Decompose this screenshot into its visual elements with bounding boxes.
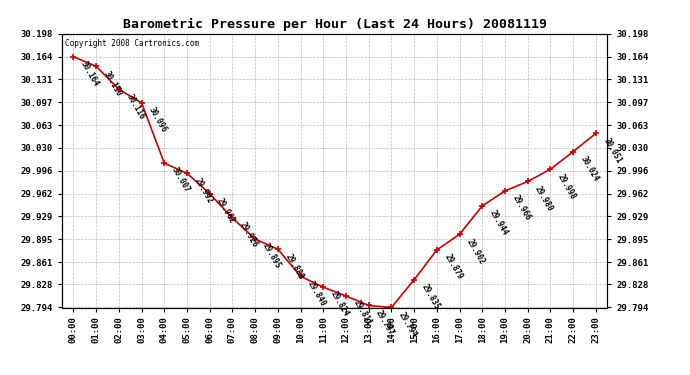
Text: 29.980: 29.980 (533, 184, 555, 213)
Text: 29.902: 29.902 (465, 237, 486, 266)
Title: Barometric Pressure per Hour (Last 24 Hours) 20081119: Barometric Pressure per Hour (Last 24 Ho… (123, 18, 546, 31)
Text: 29.797: 29.797 (374, 308, 396, 337)
Text: 29.880: 29.880 (284, 252, 305, 280)
Text: 29.944: 29.944 (488, 209, 509, 237)
Text: 30.164: 30.164 (79, 60, 101, 88)
Text: 29.926: 29.926 (238, 221, 259, 249)
Text: 29.962: 29.962 (215, 196, 237, 225)
Text: 30.150: 30.150 (101, 69, 124, 98)
Text: 29.895: 29.895 (261, 242, 282, 270)
Text: 30.024: 30.024 (579, 154, 600, 183)
Text: 29.811: 29.811 (352, 299, 373, 327)
Text: 29.794: 29.794 (397, 310, 419, 339)
Text: 29.824: 29.824 (329, 290, 351, 318)
Text: 30.116: 30.116 (124, 92, 146, 121)
Text: 29.998: 29.998 (556, 172, 578, 201)
Text: 30.007: 30.007 (170, 166, 192, 195)
Text: 29.835: 29.835 (420, 282, 442, 311)
Text: 29.966: 29.966 (511, 194, 532, 222)
Text: 30.096: 30.096 (147, 106, 169, 134)
Text: 29.879: 29.879 (442, 253, 464, 281)
Text: 29.992: 29.992 (193, 176, 214, 205)
Text: 29.840: 29.840 (306, 279, 328, 308)
Text: 30.051: 30.051 (602, 136, 623, 165)
Text: Copyright 2008 Cartronics.com: Copyright 2008 Cartronics.com (65, 39, 199, 48)
